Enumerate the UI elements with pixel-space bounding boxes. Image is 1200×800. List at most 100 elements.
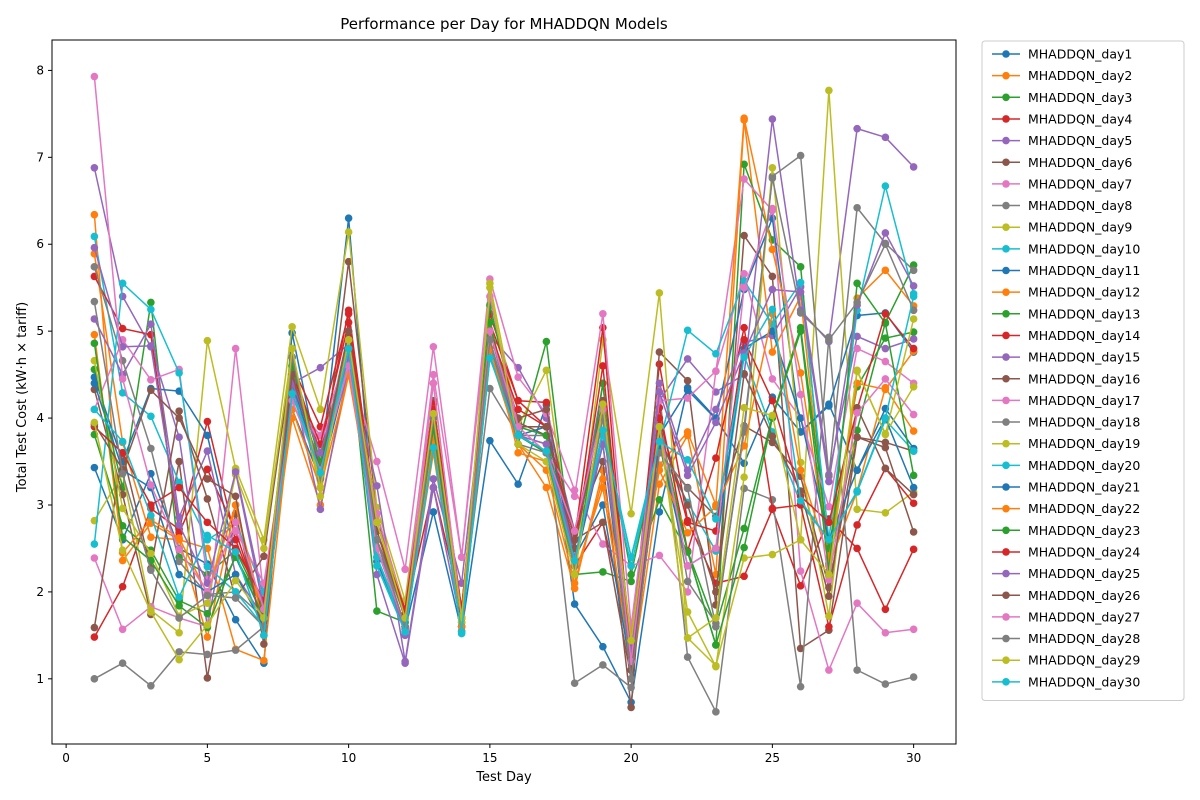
x-tick-label: 10 bbox=[341, 751, 356, 765]
data-point bbox=[909, 545, 918, 554]
data-point bbox=[683, 428, 692, 436]
data-point bbox=[147, 320, 155, 329]
data-point bbox=[344, 309, 353, 318]
data-point bbox=[316, 505, 325, 514]
legend-item: MHADDQN_day20 bbox=[992, 458, 1140, 473]
data-point bbox=[768, 348, 777, 356]
legend-item: MHADDQN_day18 bbox=[992, 415, 1140, 430]
legend-label: MHADDQN_day16 bbox=[1028, 371, 1140, 386]
legend-item: MHADDQN_day13 bbox=[992, 306, 1140, 321]
data-point bbox=[853, 666, 861, 674]
legend-item: MHADDQN_day5 bbox=[992, 133, 1132, 148]
data-point bbox=[909, 625, 918, 634]
data-point bbox=[796, 458, 805, 467]
data-point bbox=[118, 504, 127, 513]
legend-item: MHADDQN_day26 bbox=[992, 588, 1140, 603]
legend-item: MHADDQN_day27 bbox=[992, 609, 1140, 624]
data-point bbox=[909, 499, 918, 508]
data-point bbox=[909, 163, 918, 171]
data-point bbox=[712, 405, 720, 414]
data-point bbox=[344, 228, 353, 236]
data-point bbox=[570, 570, 579, 579]
data-point bbox=[260, 544, 268, 553]
data-point bbox=[147, 386, 155, 395]
data-point bbox=[175, 593, 183, 601]
data-point bbox=[796, 466, 805, 475]
data-point bbox=[881, 375, 890, 383]
data-point bbox=[683, 455, 692, 464]
data-point bbox=[909, 483, 918, 492]
legend-swatch-marker bbox=[1002, 180, 1010, 188]
data-point bbox=[909, 471, 918, 480]
data-point bbox=[570, 492, 579, 501]
data-point bbox=[429, 343, 438, 351]
legend-item: MHADDQN_day21 bbox=[992, 480, 1140, 495]
data-point bbox=[231, 548, 240, 556]
data-point bbox=[203, 591, 212, 600]
legend-swatch-marker bbox=[1002, 223, 1010, 231]
data-point bbox=[118, 659, 127, 667]
data-point bbox=[768, 305, 777, 314]
series-line bbox=[93, 232, 915, 654]
data-point bbox=[768, 272, 777, 281]
data-point bbox=[627, 636, 635, 645]
data-point bbox=[90, 540, 99, 548]
data-point bbox=[627, 683, 635, 692]
data-point bbox=[429, 409, 438, 418]
data-point bbox=[655, 360, 664, 368]
data-point bbox=[429, 475, 438, 483]
x-axis: 0 5 10 15 20 25 30 bbox=[62, 744, 921, 765]
data-point bbox=[909, 292, 918, 301]
data-point bbox=[599, 661, 607, 669]
data-point bbox=[683, 471, 692, 480]
data-point bbox=[768, 115, 777, 123]
data-point bbox=[90, 339, 99, 348]
data-point bbox=[514, 440, 522, 448]
data-point bbox=[90, 554, 99, 562]
data-point bbox=[599, 400, 607, 408]
legend-label: MHADDQN_day7 bbox=[1028, 176, 1132, 191]
data-point bbox=[542, 366, 551, 375]
legend-swatch-marker bbox=[1002, 634, 1010, 643]
data-point bbox=[175, 407, 183, 415]
data-point bbox=[909, 261, 918, 269]
data-point bbox=[683, 529, 692, 537]
data-point bbox=[853, 487, 861, 495]
data-point bbox=[147, 608, 155, 616]
data-point bbox=[90, 373, 99, 382]
data-point bbox=[118, 625, 127, 634]
data-point bbox=[542, 398, 551, 407]
y-tick-label: 2 bbox=[36, 585, 44, 599]
data-point bbox=[90, 623, 99, 632]
legend-item: MHADDQN_day28 bbox=[992, 631, 1140, 646]
data-point bbox=[740, 175, 748, 183]
data-point bbox=[655, 348, 664, 356]
data-point bbox=[118, 449, 127, 457]
legend-label: MHADDQN_day19 bbox=[1028, 436, 1140, 451]
legend-item: MHADDQN_day17 bbox=[992, 393, 1140, 408]
data-point bbox=[740, 231, 748, 240]
data-point bbox=[570, 556, 579, 565]
data-point bbox=[881, 438, 890, 447]
data-point bbox=[260, 656, 268, 665]
data-point bbox=[599, 309, 607, 318]
legend-swatch-marker bbox=[1002, 548, 1010, 556]
data-point bbox=[768, 174, 777, 182]
data-point bbox=[796, 567, 805, 575]
data-point bbox=[768, 432, 777, 441]
legend-swatch-marker bbox=[1002, 483, 1010, 491]
data-point bbox=[909, 282, 918, 290]
data-point bbox=[796, 496, 805, 505]
legend-label: MHADDQN_day14 bbox=[1028, 328, 1140, 343]
legend-label: MHADDQN_day11 bbox=[1028, 263, 1140, 278]
data-point bbox=[683, 355, 692, 363]
data-point bbox=[344, 344, 353, 353]
data-point bbox=[118, 437, 127, 446]
data-point bbox=[231, 646, 240, 654]
legend-item: MHADDQN_day25 bbox=[992, 566, 1140, 581]
legend-swatch-marker bbox=[1002, 158, 1010, 167]
data-point bbox=[599, 642, 607, 651]
data-point bbox=[486, 327, 494, 335]
legend-swatch-marker bbox=[1002, 461, 1010, 470]
data-point bbox=[909, 306, 918, 315]
